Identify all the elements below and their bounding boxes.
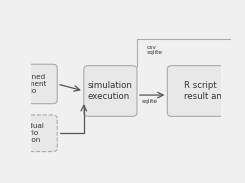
- Text: defined
eriment
nario: defined eriment nario: [18, 74, 47, 94]
- Text: ividual
nario
nition: ividual nario nition: [21, 123, 44, 143]
- Text: simulation
execution: simulation execution: [88, 81, 133, 101]
- Text: R script
result ana: R script result ana: [184, 81, 227, 101]
- FancyBboxPatch shape: [167, 66, 243, 116]
- FancyBboxPatch shape: [84, 66, 137, 116]
- FancyBboxPatch shape: [8, 115, 57, 152]
- FancyBboxPatch shape: [8, 64, 57, 104]
- Text: csv
sqlite: csv sqlite: [147, 44, 163, 55]
- Text: sqlite: sqlite: [141, 99, 157, 104]
